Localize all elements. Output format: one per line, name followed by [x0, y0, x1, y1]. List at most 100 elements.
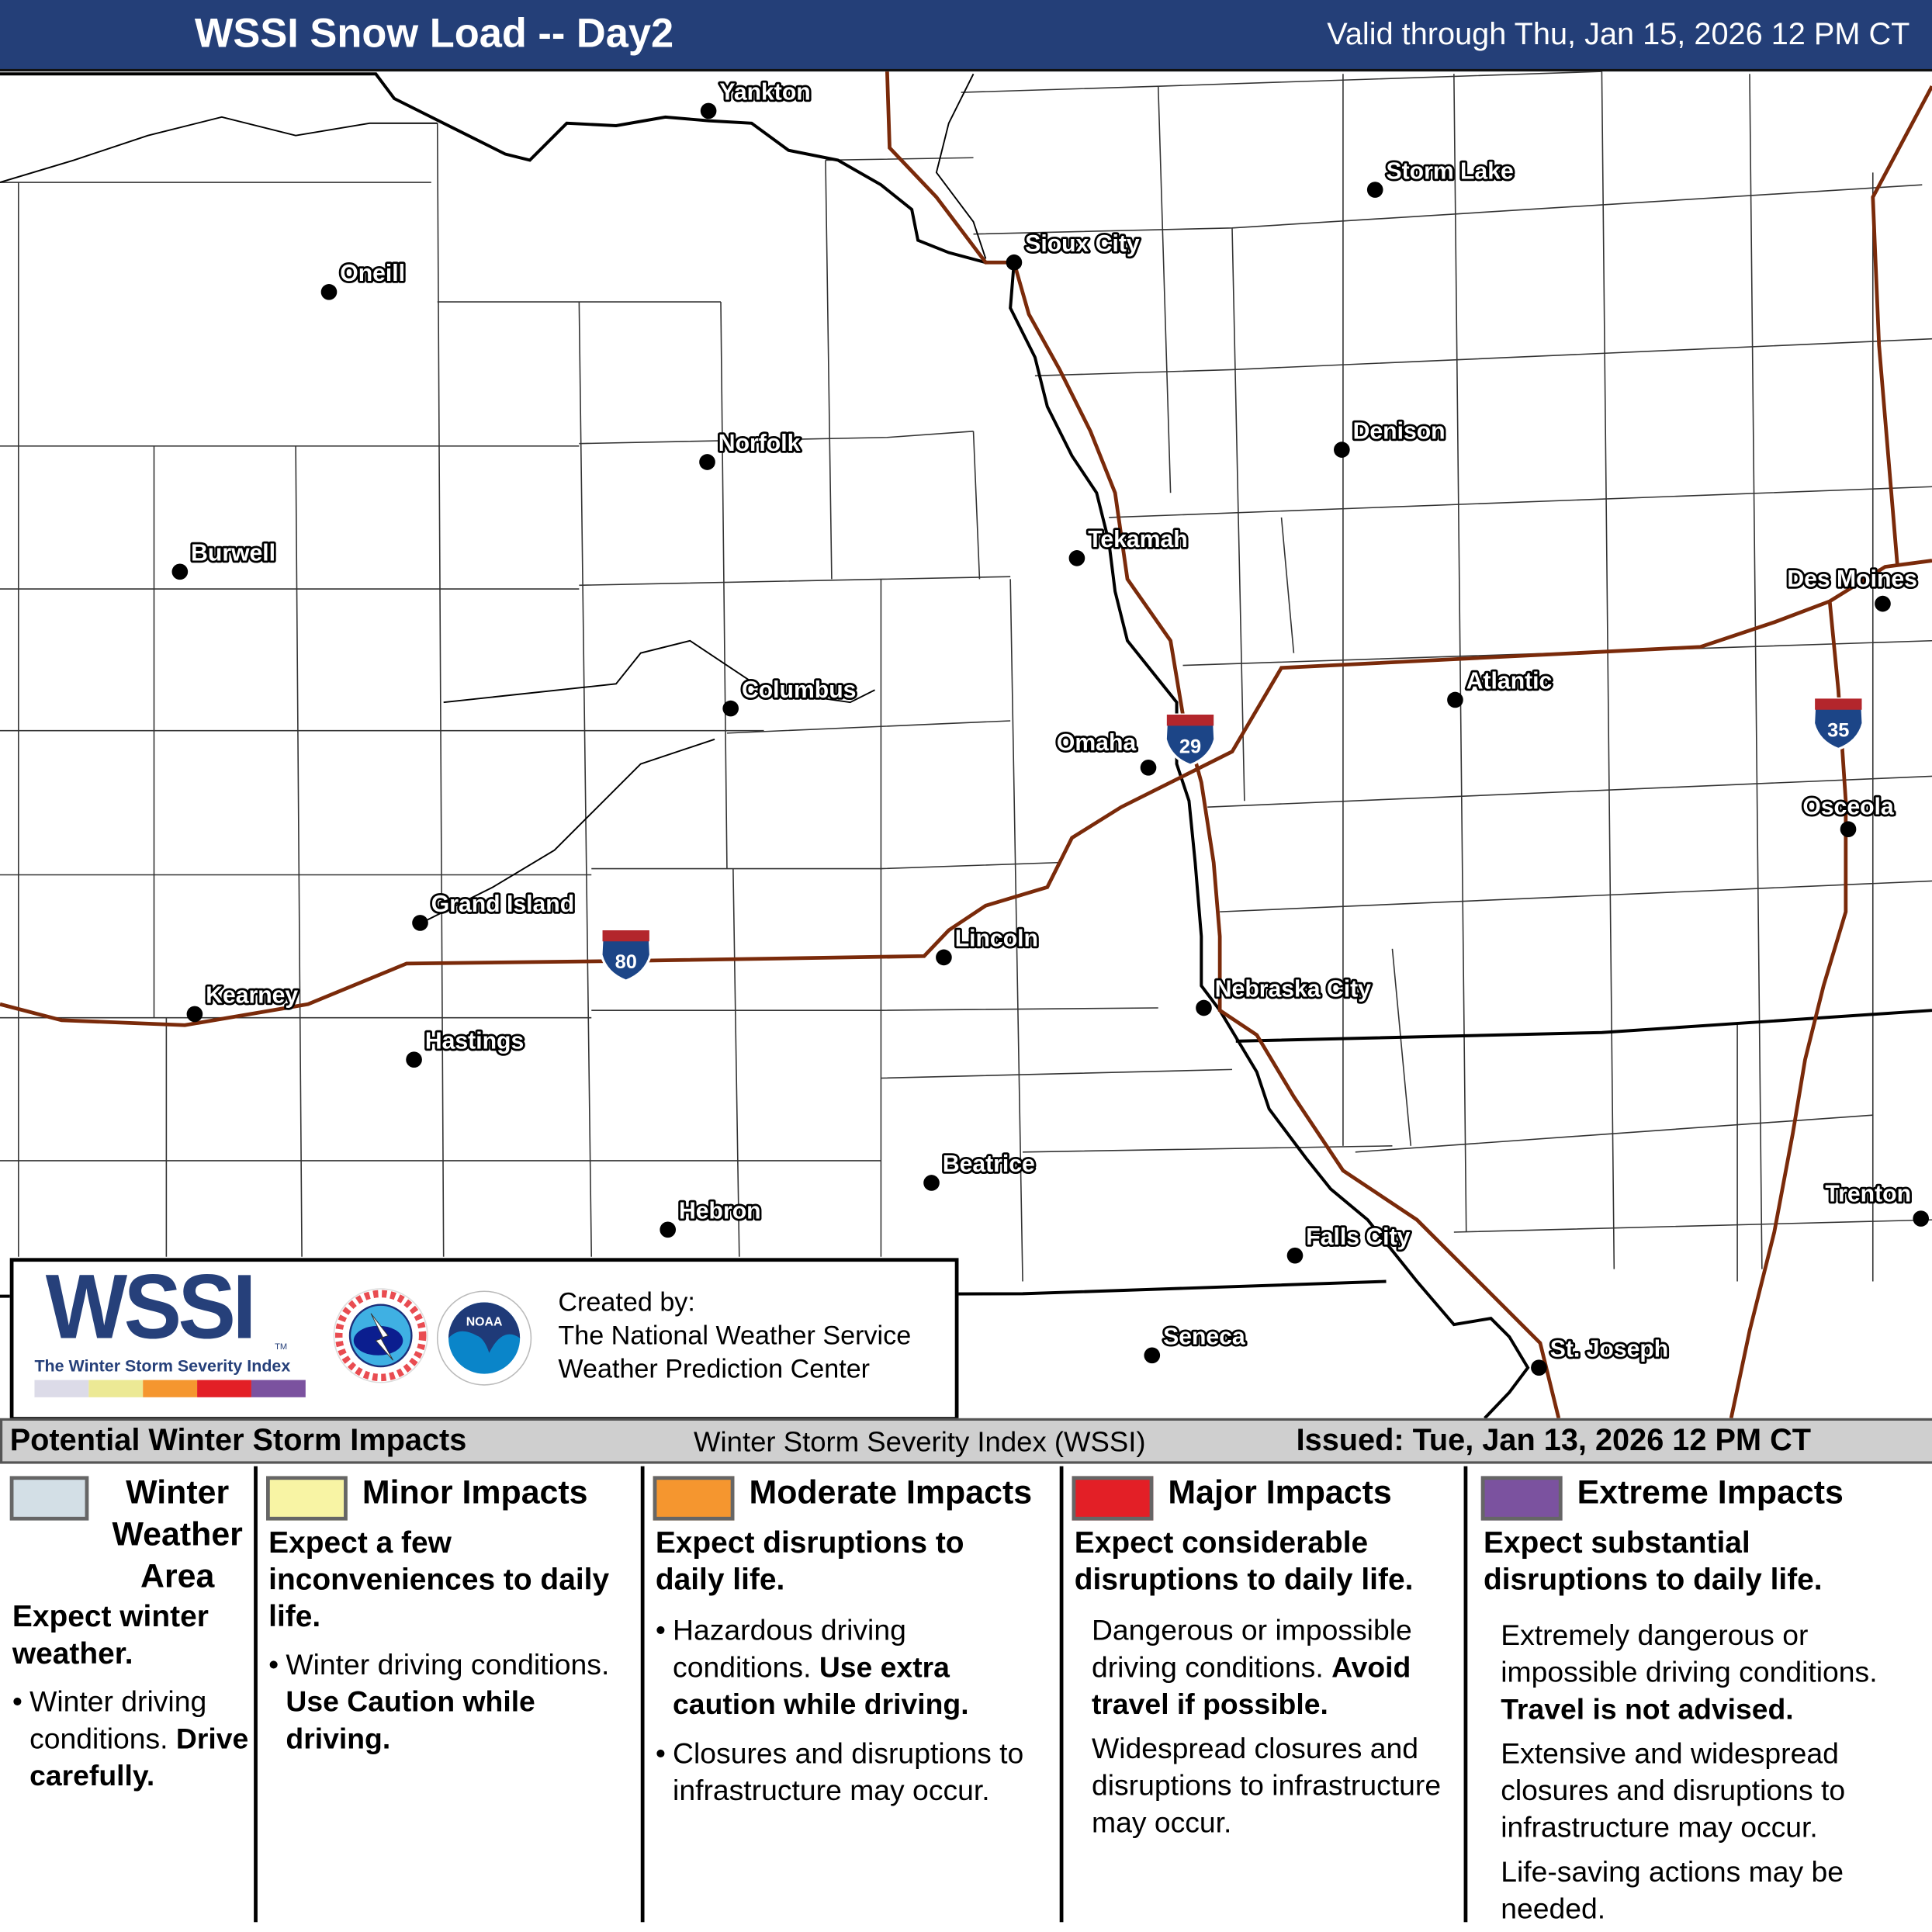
- paragraph-bold: Avoid travel if possible.: [1091, 1650, 1411, 1720]
- title-bar: WSSI Snow Load -- Day2 Valid through Thu…: [0, 0, 1932, 72]
- legend-subtitle: Expect substantial disruptions to daily …: [1483, 1526, 1823, 1598]
- nws-logo-icon: [333, 1288, 428, 1383]
- interstate-highways: [0, 71, 1932, 1418]
- city-dot: [700, 102, 717, 119]
- interstate-shield-29: 29: [1164, 713, 1217, 767]
- city-omaha: Omaha: [1054, 728, 1157, 776]
- city-dot: [923, 1175, 940, 1191]
- legend-paragraph: Widespread closures and disruptions to i…: [1075, 1730, 1459, 1841]
- wssi-logo: WSSI: [45, 1255, 257, 1358]
- city-label: Sioux City: [1025, 231, 1140, 257]
- city-dot: [1196, 999, 1212, 1016]
- bullet-text: Winter driving conditions.: [286, 1648, 610, 1681]
- noaa-logo-text: NOAA: [466, 1316, 503, 1329]
- city-label: Falls City: [1306, 1224, 1410, 1250]
- paragraph-text: Life-saving actions may be needed.: [1501, 1855, 1844, 1925]
- city-label: Denison: [1353, 418, 1446, 444]
- swatch-extreme: [1480, 1476, 1563, 1521]
- city-label: St. Joseph: [1550, 1336, 1669, 1362]
- credits-line-1: Created by:: [558, 1287, 695, 1317]
- legend-subtitle: Expect a few inconveniences to daily lif…: [268, 1526, 610, 1634]
- city-label: Burwell: [191, 541, 275, 566]
- credits-line-3: Weather Prediction Center: [558, 1354, 871, 1384]
- city-lincoln: Lincoln: [936, 924, 1040, 966]
- city-label: Norfolk: [718, 431, 801, 456]
- shield-35-label: 35: [1827, 720, 1849, 742]
- paragraph-text: Dangerous or impossible driving conditio…: [1091, 1614, 1412, 1684]
- credits-line-2: The National Weather Service: [558, 1321, 912, 1351]
- wssi-trademark: TM: [275, 1342, 288, 1352]
- legend-title-major: Major Impacts: [1168, 1473, 1392, 1511]
- legend-paragraph: Life-saving actions may be needed.: [1484, 1853, 1915, 1927]
- legend-divider: [640, 1466, 645, 1923]
- city-norfolk: Norfolk: [699, 428, 802, 470]
- bullet-text: Winter driving conditions.: [29, 1685, 207, 1755]
- shield-80-label: 80: [615, 951, 637, 973]
- paragraph-text: Widespread closures and disruptions to i…: [1091, 1732, 1442, 1839]
- city-burwell: Burwell: [171, 538, 278, 580]
- legend-bullet: Winter driving conditions. Use Caution w…: [268, 1646, 638, 1757]
- city-st-joseph: St. Joseph: [1531, 1335, 1671, 1376]
- city-kearney: Kearney: [186, 981, 300, 1023]
- city-label: Oneill: [340, 261, 405, 286]
- shield-29-label: 29: [1179, 736, 1201, 757]
- county-lines: [0, 71, 1932, 1282]
- city-yankton: Yankton: [700, 78, 812, 119]
- city-label: Des Moines: [1787, 566, 1917, 592]
- city-trenton: Trenton: [1823, 1179, 1930, 1227]
- color-bar-3: [143, 1380, 198, 1397]
- city-dot: [186, 1006, 203, 1023]
- map-canvas: 29 80 35 Yankton Storm Lake Sioux City Onei…: [0, 71, 1932, 1418]
- city-dot: [406, 1051, 422, 1068]
- interstate-shield-80: 80: [600, 929, 653, 982]
- city-sioux-city: Sioux City: [1006, 229, 1142, 271]
- valid-time: Valid through Thu, Jan 15, 2026 12 PM CT: [1327, 17, 1910, 52]
- legend-extreme-impacts: Extreme Impacts Expect substantial disru…: [1480, 1466, 1927, 1927]
- legend-bullet: Hazardous driving conditions. Use extra …: [656, 1612, 1037, 1723]
- city-dot: [1144, 1347, 1161, 1364]
- paragraph-text: Extensive and widespread closures and di…: [1501, 1737, 1846, 1844]
- legend-divider: [1463, 1466, 1468, 1923]
- interstate-shield-35: 35: [1812, 697, 1864, 751]
- city-label: Columbus: [742, 677, 856, 703]
- color-bar-1: [34, 1380, 89, 1397]
- legend-body: Expect winter weather. Winter driving co…: [12, 1599, 254, 1794]
- map-title: WSSI Snow Load -- Day2: [194, 9, 674, 56]
- legend-paragraph: Dangerous or impossible driving conditio…: [1075, 1612, 1459, 1723]
- legend-moderate-impacts: Moderate Impacts Expect disruptions to d…: [653, 1466, 1054, 1925]
- legend-paragraph: Extensive and widespread closures and di…: [1484, 1735, 1915, 1846]
- legend-divider: [254, 1466, 258, 1923]
- city-dot: [1913, 1210, 1930, 1227]
- city-dot: [320, 284, 338, 300]
- legend-paragraph: Extremely dangerous or impossible drivin…: [1484, 1616, 1915, 1727]
- legend-body: Expect a few inconveniences to daily lif…: [268, 1525, 638, 1757]
- city-dot: [722, 700, 739, 717]
- rivers: [0, 73, 987, 925]
- city-label: Omaha: [1057, 730, 1136, 756]
- legend-title: Potential Winter Storm Impacts: [9, 1423, 467, 1458]
- city-label: Beatrice: [943, 1151, 1035, 1177]
- legend-major-impacts: Major Impacts Expect considerable disrup…: [1072, 1466, 1460, 1925]
- bullet-bold: Use Caution while driving.: [286, 1685, 535, 1755]
- swatch-minor: [266, 1476, 348, 1521]
- legend-title-winter-weather: Winter Weather Area: [112, 1473, 243, 1594]
- city-osceola: Osceola: [1801, 792, 1896, 838]
- color-bar-2: [88, 1380, 144, 1397]
- legend-header: Potential Winter Storm Impacts Winter St…: [0, 1418, 1932, 1464]
- legend-body: Expect substantial disruptions to daily …: [1484, 1525, 1915, 1927]
- city-label: Hastings: [425, 1028, 524, 1054]
- city-dot: [1366, 182, 1383, 198]
- city-label: Lincoln: [955, 926, 1038, 952]
- city-dot: [699, 454, 715, 470]
- noaa-logo-icon: NOAA: [436, 1290, 532, 1386]
- city-label: Yankton: [719, 80, 810, 106]
- color-bar-4: [197, 1380, 251, 1397]
- state-borders: [0, 72, 1932, 1418]
- city-hebron: Hebron: [660, 1196, 763, 1238]
- legend-title-moderate: Moderate Impacts: [749, 1473, 1033, 1511]
- city-dot: [660, 1221, 677, 1238]
- legend-body: Expect considerable disruptions to daily…: [1075, 1525, 1459, 1841]
- paragraph-bold: Travel is not advised.: [1501, 1692, 1794, 1726]
- city-label: Nebraska City: [1215, 977, 1371, 1002]
